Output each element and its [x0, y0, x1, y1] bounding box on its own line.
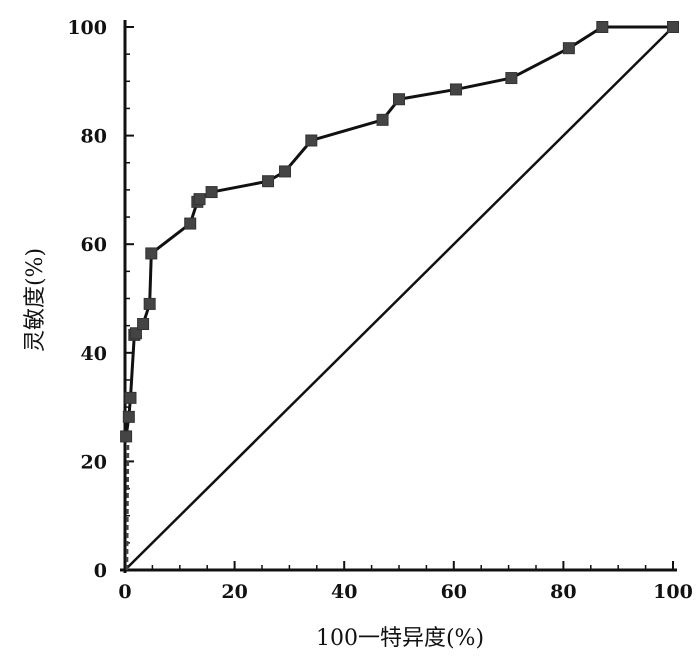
roc-point-marker — [122, 410, 135, 423]
roc-point-marker — [279, 165, 292, 178]
roc-point-marker — [505, 72, 518, 85]
y-axis-title: 灵敏度(%) — [23, 248, 48, 352]
roc-point-marker — [205, 186, 218, 199]
y-tick-label-100: 100 — [67, 17, 107, 39]
roc-point-marker — [143, 297, 156, 310]
x-tick-label-80: 80 — [550, 581, 576, 603]
roc-point-marker — [305, 134, 318, 147]
roc-curve-line — [124, 25, 673, 437]
x-tick-label-40: 40 — [331, 581, 357, 603]
x-tick-label-20: 20 — [221, 581, 247, 603]
y-tick-label-20: 20 — [81, 451, 107, 473]
y-tick-label-0: 0 — [94, 560, 107, 582]
roc-point-marker — [667, 21, 679, 33]
roc-point-marker — [145, 247, 158, 260]
x-tick-label-0: 0 — [118, 581, 131, 603]
roc-start-segment — [125, 436, 130, 571]
y-tick-label-60: 60 — [81, 234, 107, 256]
reference-diagonal-line — [124, 26, 674, 571]
roc-point-marker — [262, 175, 275, 188]
roc-point-marker — [562, 42, 575, 55]
roc-point-marker — [393, 93, 405, 106]
series-layer — [120, 21, 679, 571]
roc-point-marker — [193, 193, 206, 206]
roc-point-marker — [129, 327, 142, 340]
roc-point-marker — [449, 83, 462, 96]
x-tick-label-60: 60 — [441, 581, 467, 603]
tick-labels: 0 20 40 60 80 100 0 20 40 60 80 100 — [67, 17, 693, 603]
y-tick-label-80: 80 — [81, 126, 107, 148]
roc-point-marker — [596, 21, 609, 33]
x-tick-label-100: 100 — [653, 581, 693, 603]
roc-point-marker — [137, 318, 150, 331]
ticks — [124, 26, 674, 571]
roc-point-marker — [120, 430, 133, 443]
y-tick-label-40: 40 — [81, 343, 107, 365]
roc-point-marker — [376, 113, 389, 126]
x-axis-title: 100一特异度(%) — [316, 626, 484, 651]
roc-point-marker — [124, 391, 137, 404]
roc-point-marker — [184, 217, 197, 230]
